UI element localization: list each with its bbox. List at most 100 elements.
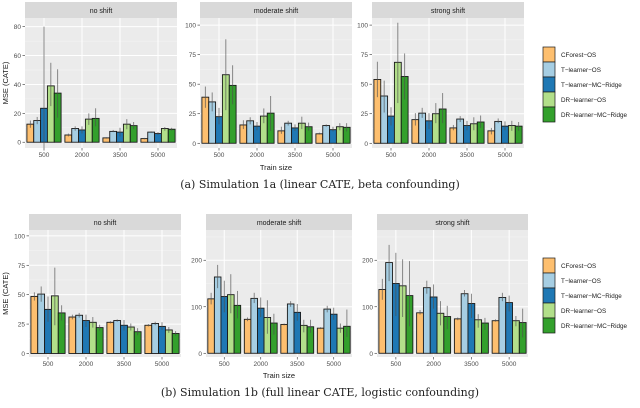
facet-title: no shift <box>94 220 117 227</box>
bar <box>95 327 104 354</box>
facet-strip <box>372 2 524 18</box>
bar <box>75 314 84 354</box>
x-tick-label: 500 <box>386 152 397 159</box>
y-tick-label: 75 <box>18 263 26 270</box>
x-axis-title: Train size <box>263 371 295 380</box>
x-axis-title: Train size <box>260 163 292 172</box>
x-tick-label: 500 <box>219 361 230 368</box>
legend-key <box>542 302 556 319</box>
legend: CForest−OS T−learner−OS T−learner−MC−Ridge… <box>542 46 627 123</box>
bar <box>147 131 156 143</box>
legend-key <box>542 76 556 93</box>
x-tick-label: 3500 <box>113 152 128 159</box>
legend-label: T−learner−MC−Ridge <box>561 82 622 89</box>
facet-title: moderate shift <box>257 220 301 227</box>
legend-key <box>542 287 556 304</box>
facet-panel: strong shift 0 25 50 75 100 500 2000 3500 5000 <box>357 2 524 159</box>
x-tick-label: 2000 <box>422 152 437 159</box>
y-tick-label: 50 <box>18 292 26 299</box>
facet-panel: no shift 0 25 50 75 100 500 2000 3500 5000 <box>14 214 181 368</box>
x-tick-label: 3500 <box>288 152 303 159</box>
bar <box>213 276 222 354</box>
caption-b: (b) Simulation 1b (full linear CATE, log… <box>160 386 480 399</box>
y-tick-label: 75 <box>189 52 197 59</box>
bar <box>280 323 288 354</box>
facet-strip <box>377 214 528 230</box>
y-tick-label: 80 <box>14 24 22 31</box>
facet-title: strong shift <box>435 220 469 227</box>
bar <box>164 329 173 354</box>
x-tick-label: 500 <box>390 361 401 368</box>
bar <box>322 125 331 144</box>
x-tick-label: 5000 <box>327 361 342 368</box>
y-tick-label: 0 <box>198 351 202 358</box>
bar <box>126 326 135 354</box>
bar <box>453 318 462 354</box>
bar <box>167 128 176 143</box>
facet-panel: no shift 0 20 40 60 80 500 2000 3500 5000 <box>14 2 177 159</box>
bar <box>243 318 252 354</box>
legend-key <box>542 61 556 78</box>
y-tick-label: 50 <box>189 82 197 89</box>
bar <box>68 316 77 354</box>
bar <box>30 295 39 354</box>
bar <box>286 303 295 354</box>
x-tick-label: 2000 <box>79 361 94 368</box>
facet-title: moderate shift <box>254 8 298 15</box>
bar <box>316 327 325 354</box>
bar <box>416 312 424 354</box>
facet-strip <box>25 2 177 18</box>
x-tick-label: 500 <box>39 152 50 159</box>
x-tick-label: 5000 <box>151 152 166 159</box>
bar <box>113 320 122 354</box>
x-tick-label: 3500 <box>117 361 132 368</box>
legend-label: T−learner−OS <box>561 278 601 285</box>
x-tick-label: 5000 <box>326 152 341 159</box>
legend-key <box>542 46 556 63</box>
bar <box>494 120 503 144</box>
y-tick-label: 100 <box>362 304 373 311</box>
bar <box>284 122 293 144</box>
bar <box>171 333 180 354</box>
y-tick-label: 25 <box>18 322 26 329</box>
legend-label: DR−learner−OS <box>561 97 606 104</box>
bar <box>323 308 331 354</box>
bar <box>109 130 118 143</box>
legend-label: CForest−OS <box>561 52 596 59</box>
legend-key <box>542 91 556 108</box>
x-tick-label: 2000 <box>75 152 90 159</box>
bar <box>498 297 507 354</box>
y-tick-label: 100 <box>357 23 368 30</box>
facet-strip <box>29 214 181 230</box>
caption-a: (a) Simulation 1a (linear CATE, beta con… <box>180 178 460 191</box>
x-tick-label: 5000 <box>502 361 517 368</box>
x-tick-label: 3500 <box>290 361 305 368</box>
y-tick-label: 0 <box>369 351 373 358</box>
y-tick-label: 20 <box>14 111 22 118</box>
y-axis-title: MSE (CATE) <box>1 61 10 104</box>
facet-strip <box>206 214 352 230</box>
facet-title: strong shift <box>431 8 465 15</box>
x-tick-label: 2000 <box>426 361 441 368</box>
bar <box>329 129 337 144</box>
bar <box>207 298 215 354</box>
y-tick-label: 50 <box>361 82 369 89</box>
y-tick-label: 200 <box>362 258 373 265</box>
y-tick-label: 0 <box>17 140 21 147</box>
bar <box>151 323 160 354</box>
legend-label: DR−learner−MC−Ridge <box>561 112 627 119</box>
x-tick-label: 5000 <box>155 361 170 368</box>
legend-label: DR−learner−OS <box>561 308 606 315</box>
x-tick-label: 3500 <box>464 361 479 368</box>
y-tick-label: 60 <box>14 53 22 60</box>
legend: CForest−OS T−learner−OS T−learner−MC−Ridge… <box>542 257 627 334</box>
bar <box>460 293 469 354</box>
bar <box>422 287 431 354</box>
bar <box>250 297 258 354</box>
y-tick-label: 25 <box>361 111 369 118</box>
y-tick-label: 200 <box>191 258 202 265</box>
x-tick-label: 2000 <box>250 152 265 159</box>
bar <box>144 324 153 354</box>
